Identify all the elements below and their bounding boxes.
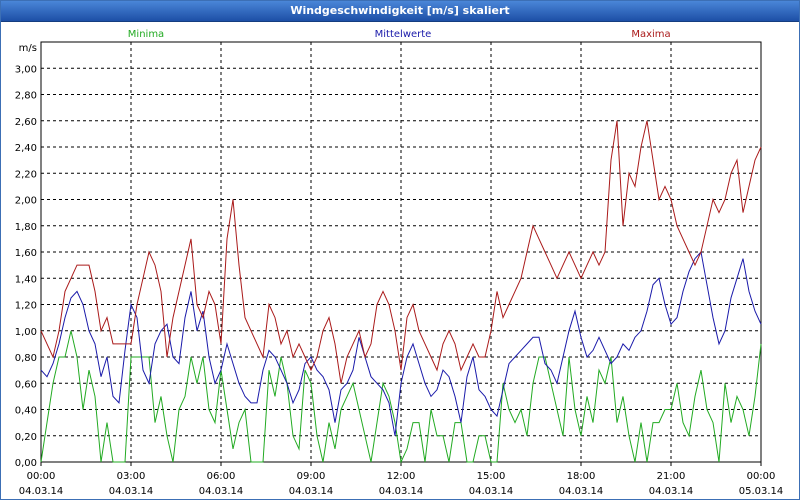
y-tick-label: 0,00 <box>15 458 37 469</box>
x-tick-date: 04.03.14 <box>109 486 154 497</box>
y-tick-label: 0,20 <box>15 432 37 443</box>
x-tick-date: 04.03.14 <box>649 486 694 497</box>
x-tick-date: 04.03.14 <box>19 486 64 497</box>
y-tick-label: 0,80 <box>15 353 37 364</box>
x-tick-time: 12:00 <box>387 471 416 482</box>
x-tick-date: 04.03.14 <box>289 486 334 497</box>
y-tick-label: 2,20 <box>15 169 37 180</box>
y-tick-label: 2,80 <box>15 91 37 102</box>
y-tick-label: 2,40 <box>15 143 37 154</box>
y-tick-label: 0,40 <box>15 406 37 417</box>
x-tick-time: 21:00 <box>657 471 686 482</box>
series-line-minima <box>40 330 762 464</box>
y-tick-label: 1,80 <box>15 222 37 233</box>
y-tick-label: 1,40 <box>15 274 37 285</box>
legend-mittelwerte: Mittelwerte <box>375 29 432 40</box>
series-line-maxima <box>40 120 762 384</box>
y-axis-label: m/s <box>19 43 37 54</box>
x-tick-time: 09:00 <box>297 471 326 482</box>
y-tick-label: 3,00 <box>15 64 37 75</box>
y-tick-label: 1,60 <box>15 248 37 259</box>
legend-minima: Minima <box>128 29 164 40</box>
x-tick-time: 03:00 <box>117 471 146 482</box>
y-tick-label: 2,00 <box>15 196 37 207</box>
y-tick-label: 1,00 <box>15 327 37 338</box>
series-line-mittelwerte <box>40 250 762 436</box>
y-tick-label: 0,60 <box>15 379 37 390</box>
x-tick-date: 04.03.14 <box>469 486 514 497</box>
x-tick-time: 06:00 <box>207 471 236 482</box>
x-tick-time: 00:00 <box>27 471 56 482</box>
y-tick-label: 2,60 <box>15 117 37 128</box>
x-tick-date: 04.03.14 <box>199 486 244 497</box>
x-tick-date: 04.03.14 <box>559 486 604 497</box>
x-tick-time: 18:00 <box>567 471 596 482</box>
x-tick-time: 15:00 <box>477 471 506 482</box>
x-tick-date: 05.03.14 <box>739 486 784 497</box>
legend-maxima: Maxima <box>631 29 670 40</box>
y-tick-label: 1,20 <box>15 301 37 312</box>
chart-title: Windgeschwindigkeit [m/s] skaliert <box>1 1 799 22</box>
x-tick-date: 04.03.14 <box>379 486 424 497</box>
wind-speed-chart: 0,00 0,20 0,40 0,60 0,80 1,00 1,20 1,40 1,60 1,80… <box>15 29 784 497</box>
x-tick-time: 00:00 <box>747 471 776 482</box>
